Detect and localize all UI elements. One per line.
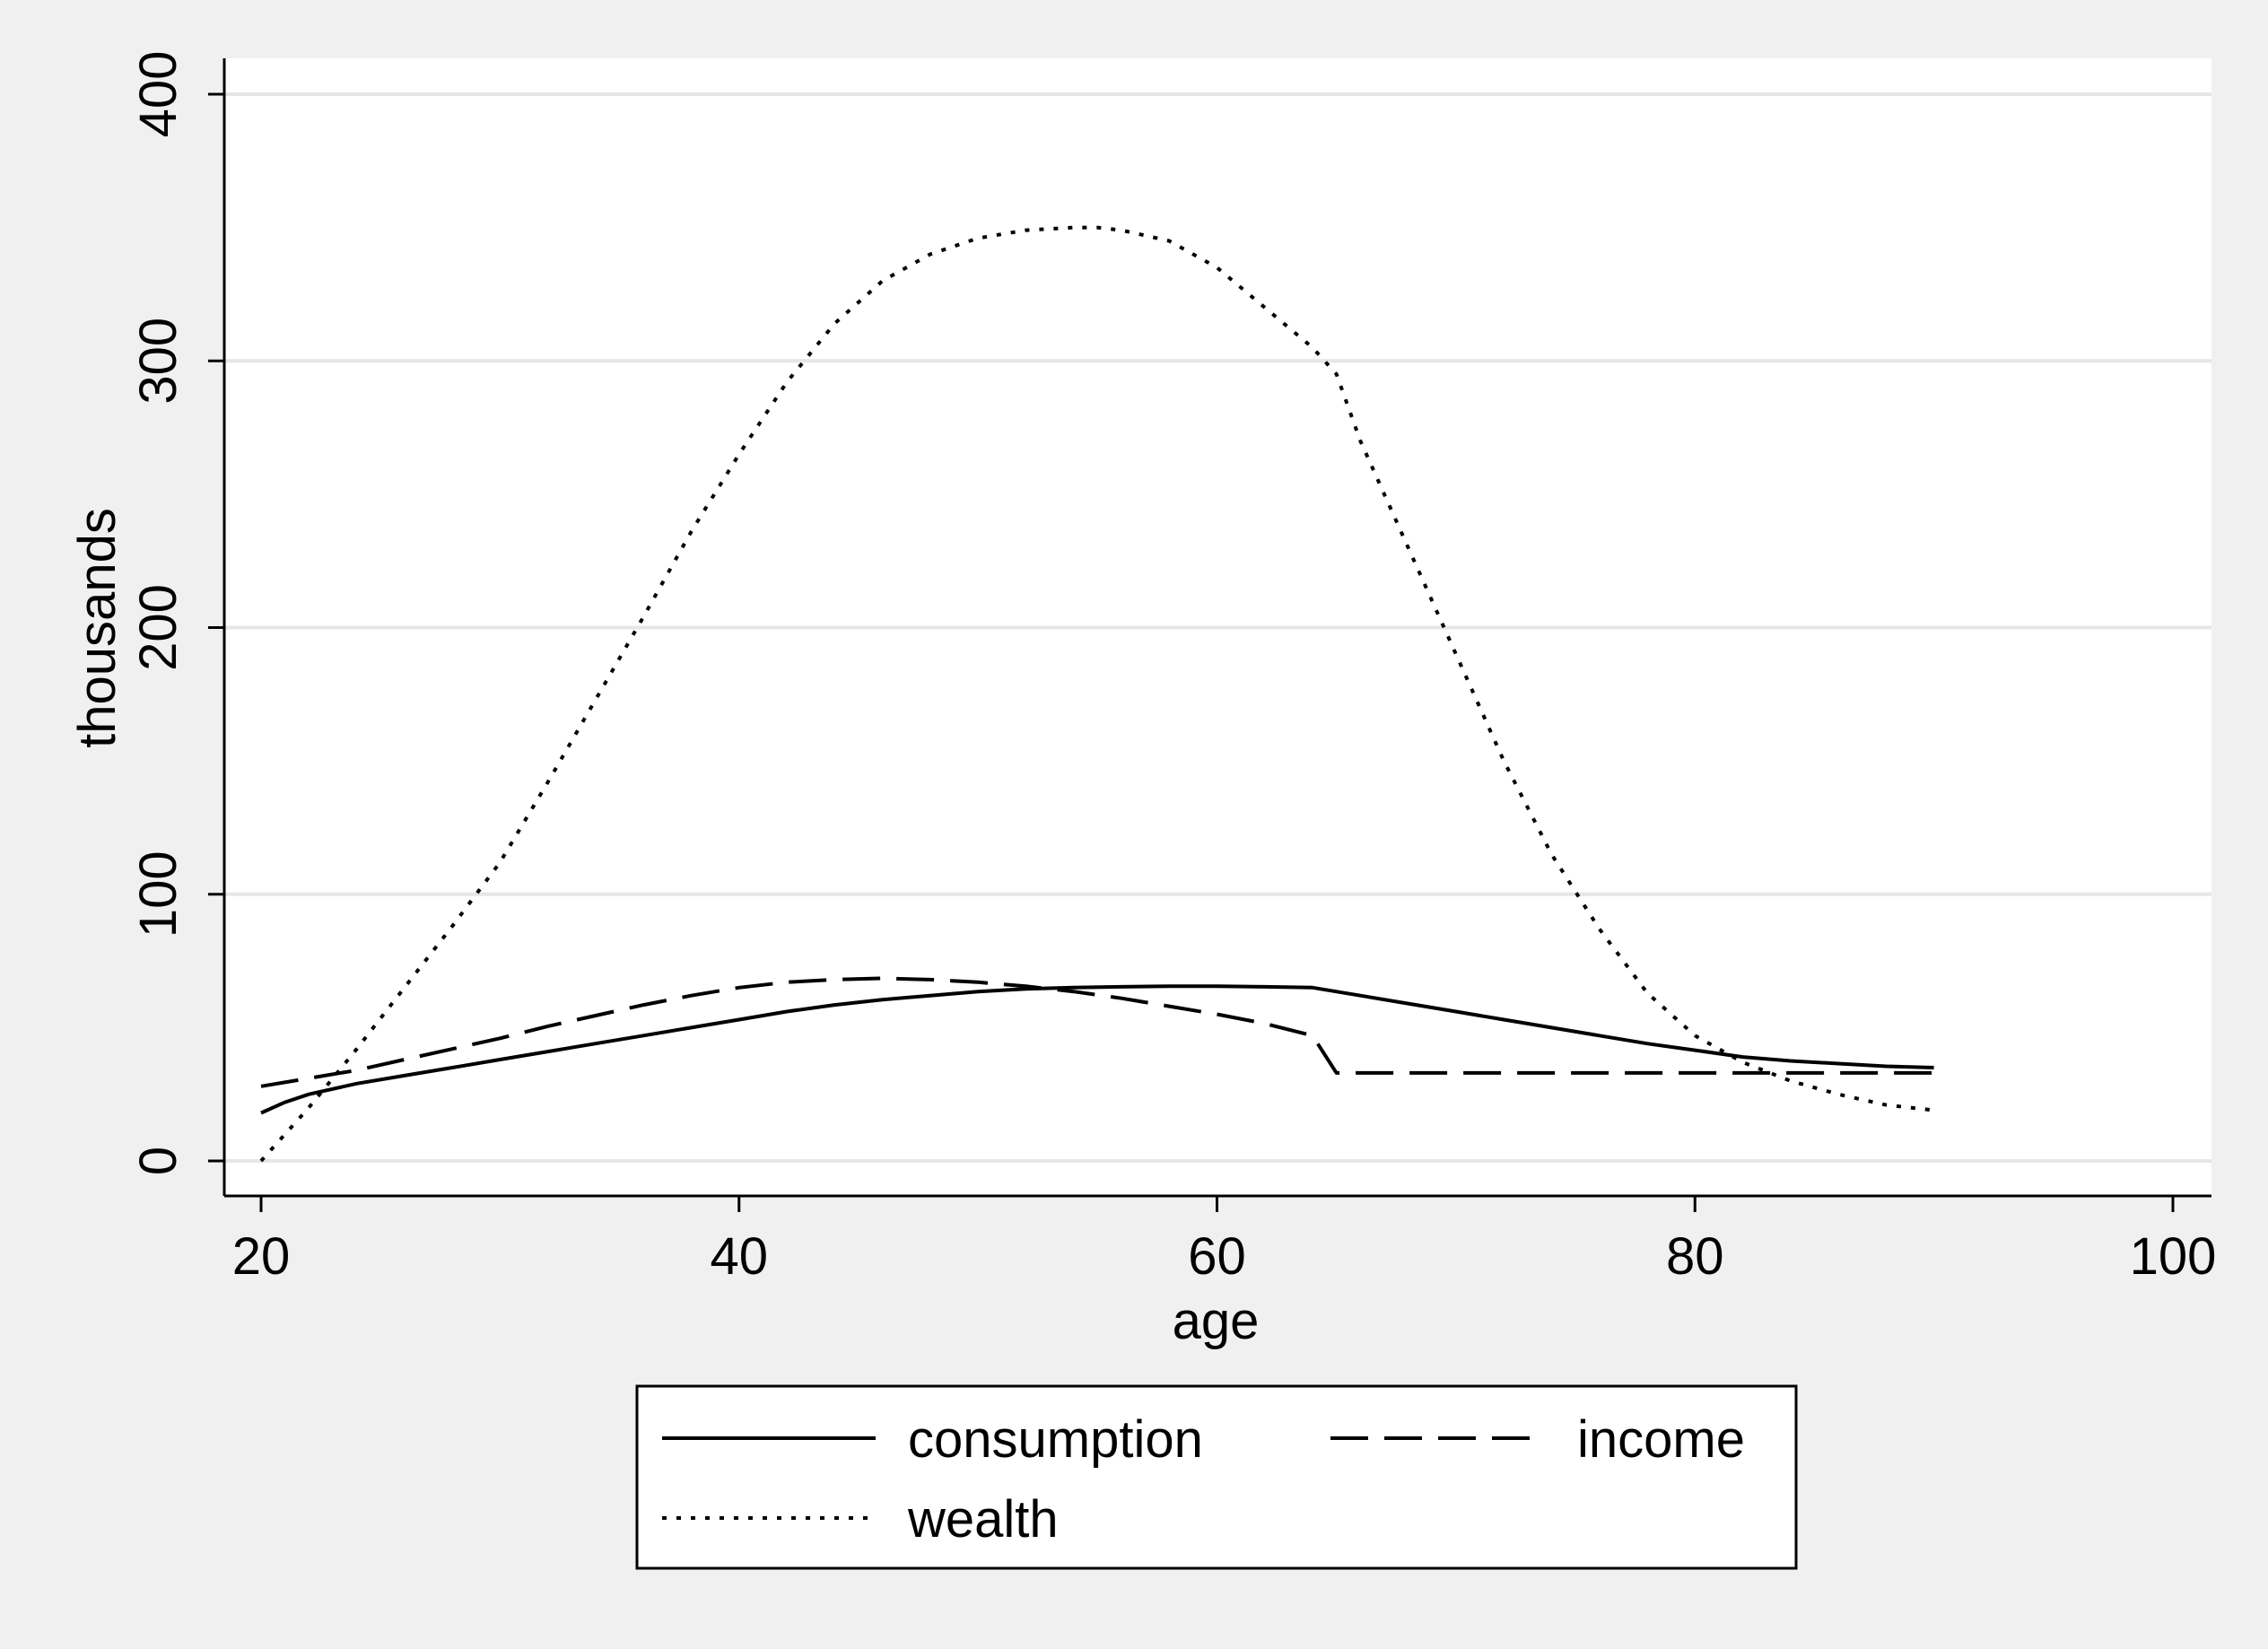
y-axis-ticks: 0 100 200 300 400 <box>129 51 224 1175</box>
y-axis-title: thousands <box>68 508 126 748</box>
gridlines <box>224 92 2211 1163</box>
x-axis-title: age <box>1173 1292 1260 1350</box>
legend-label-wealth: wealth <box>907 1490 1059 1549</box>
x-tick-label-100: 100 <box>2130 1227 2217 1286</box>
series-line-wealth <box>259 225 1934 1163</box>
y-tick-label-400: 400 <box>129 51 188 138</box>
y-tick-label-200: 200 <box>129 584 188 671</box>
legend-box <box>635 1384 1798 1570</box>
legend-label-income: income <box>1577 1410 1745 1469</box>
series-line-consumption <box>260 984 1934 1115</box>
y-tick-label-100: 100 <box>129 851 188 938</box>
legend: consumption income wealth <box>635 1384 1798 1570</box>
y-tick-label-0: 0 <box>129 1147 188 1175</box>
y-tick-label-300: 300 <box>129 318 188 405</box>
x-tick-label-40: 40 <box>710 1227 768 1286</box>
x-axis-ticks: 20 40 60 80 100 <box>232 1196 2217 1286</box>
series-lines <box>259 225 1934 1163</box>
x-tick-label-60: 60 <box>1188 1227 1246 1286</box>
x-tick-label-20: 20 <box>232 1227 291 1286</box>
legend-label-consumption: consumption <box>908 1410 1203 1469</box>
x-tick-label-80: 80 <box>1666 1227 1724 1286</box>
series-line-income <box>260 976 1934 1088</box>
